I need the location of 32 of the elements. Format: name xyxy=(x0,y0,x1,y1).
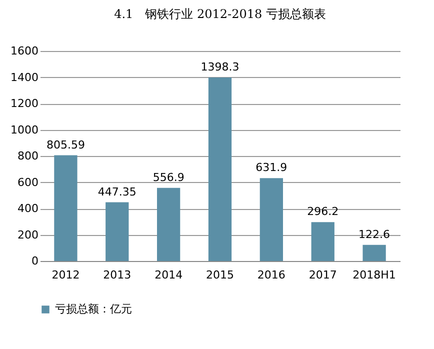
bar xyxy=(362,244,386,261)
bar xyxy=(157,188,180,261)
data-label: 296.2 xyxy=(307,205,339,218)
bar xyxy=(311,222,334,261)
bar xyxy=(106,202,129,261)
x-tick-label: 2015 xyxy=(206,268,234,282)
legend-label: 亏损总额：亿元 xyxy=(55,302,132,316)
x-tick-label: 2017 xyxy=(308,268,337,282)
data-label: 447.35 xyxy=(98,185,136,198)
y-tick-label: 400 xyxy=(18,202,38,215)
x-tick-label: 2018H1 xyxy=(352,268,396,282)
y-tick-label: 200 xyxy=(18,228,38,242)
x-tick-label: 2012 xyxy=(52,268,80,282)
data-label: 631.9 xyxy=(256,161,288,174)
y-tick-label: 800 xyxy=(18,150,38,162)
data-label: 805.59 xyxy=(46,138,85,152)
y-tick-label: 1400 xyxy=(10,70,38,84)
y-tick-label: 1000 xyxy=(10,123,38,136)
chart-title: 4.1 钢铁行业 2012-2018 亏损总额表 xyxy=(114,7,326,21)
data-label: 122.6 xyxy=(358,228,390,241)
x-tick-label: 2016 xyxy=(257,268,286,282)
data-label: 556.9 xyxy=(152,170,184,184)
data-label: 1398.3 xyxy=(200,60,240,74)
y-tick-label: 1200 xyxy=(10,97,38,110)
y-tick-label: 1600 xyxy=(10,44,38,58)
x-tick-label: 2014 xyxy=(154,268,183,282)
bar xyxy=(208,77,232,261)
bar xyxy=(54,155,78,261)
x-tick-label: 2013 xyxy=(103,268,132,282)
y-tick-label: 600 xyxy=(18,176,38,189)
bar xyxy=(260,178,283,261)
y-tick-label: 0 xyxy=(32,254,38,268)
